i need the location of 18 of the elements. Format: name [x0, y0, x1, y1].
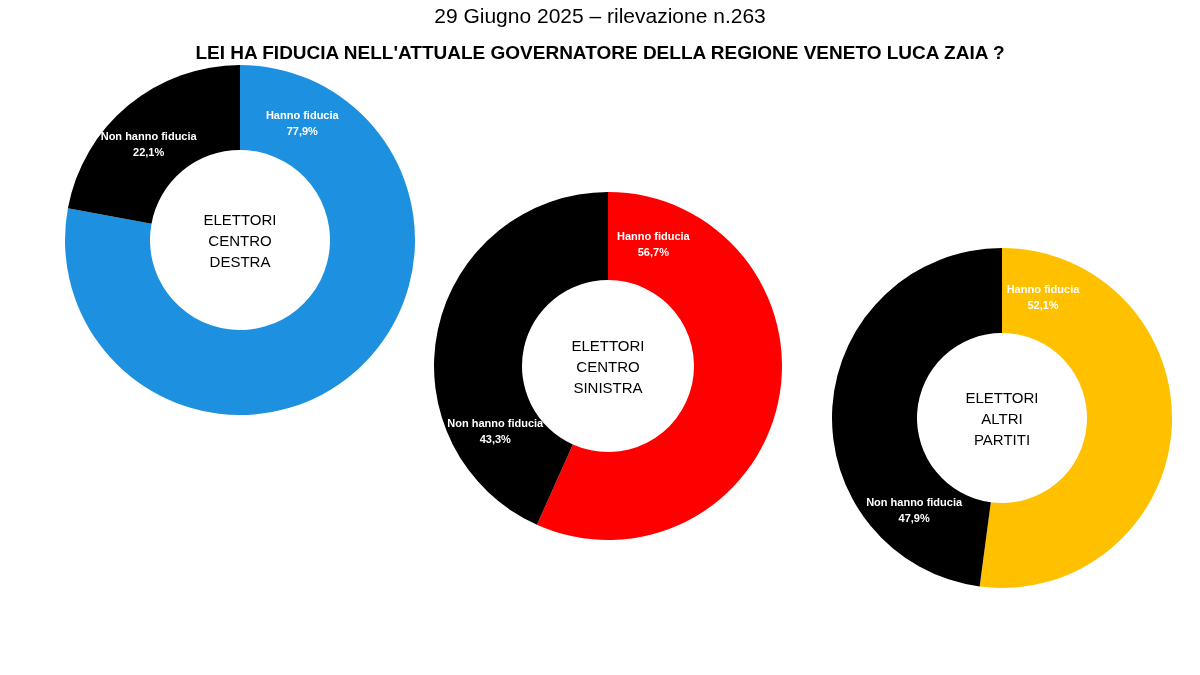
slice-label: Hanno fiducia [265, 109, 340, 122]
data-label: 52,1% [1027, 299, 1059, 312]
slice-label: Non hanno fiducia [100, 129, 198, 142]
text: ELETTORI ALTRI PARTITI [965, 387, 1039, 450]
text: ELETTORI CENTRO SINISTRA [571, 335, 645, 398]
data-label: 56,7% [637, 246, 670, 259]
donut-slice [65, 65, 415, 415]
text: 29 Giugno 2025 – rilevazione n.263 [433, 4, 767, 28]
data-label: 47,9% [898, 512, 930, 525]
slice-label: Non hanno fiducia [447, 416, 545, 429]
data-label: 77,9% [286, 125, 319, 138]
data-label: 22,1% [133, 145, 165, 158]
data-label: 43,3% [479, 432, 512, 445]
slice-label: Non hanno fiducia [866, 496, 963, 509]
text: LEI HA FIDUCIA NELL'ATTUALE GOVERNATORE DELLA REGIONE VENETO LUCA ZAIA ? [194, 42, 1006, 64]
text: ELETTORI CENTRO DESTRA [203, 209, 277, 272]
slice-label: Hanno fiducia [616, 230, 691, 243]
slice-label: Hanno fiducia [1006, 283, 1081, 296]
